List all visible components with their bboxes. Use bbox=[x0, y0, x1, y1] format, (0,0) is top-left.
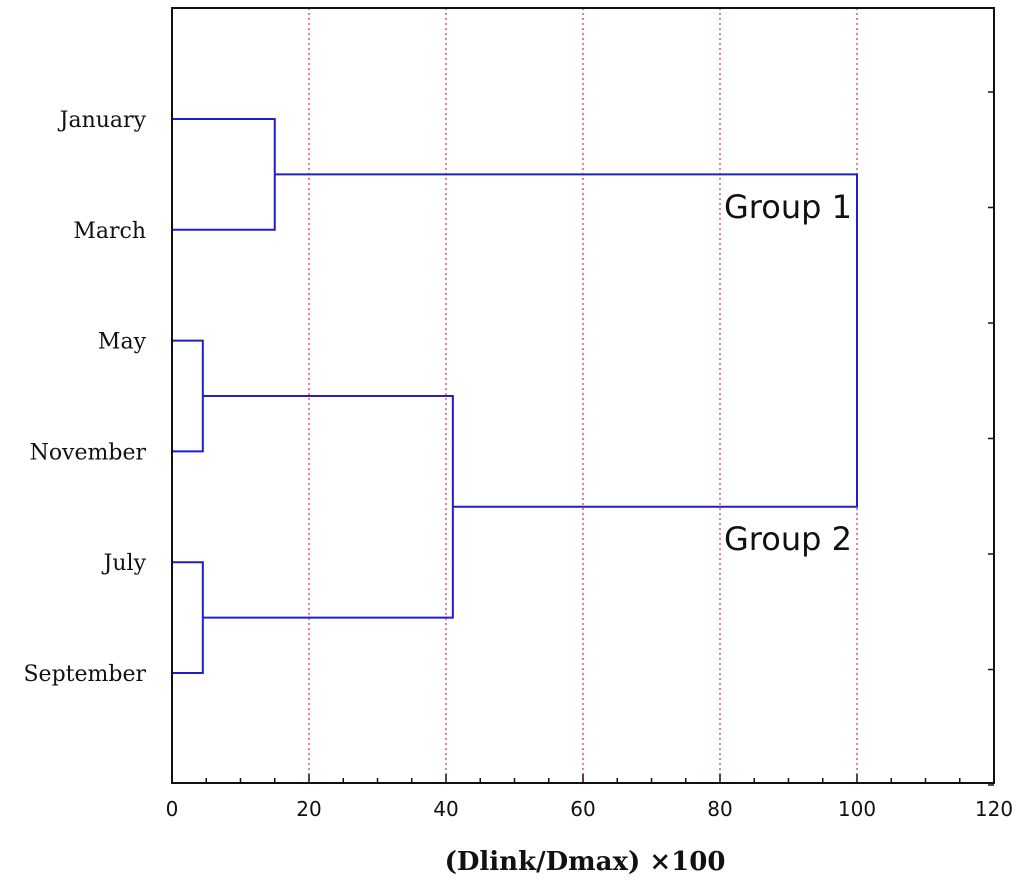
x-tick-label-60: 60 bbox=[570, 797, 595, 821]
dendrogram-link-3 bbox=[172, 561, 204, 674]
leaf-label-july: July bbox=[102, 551, 147, 576]
group-1-label: Group 1 bbox=[724, 188, 852, 226]
dendrogram-link-4 bbox=[202, 395, 454, 619]
x-tick-label-20: 20 bbox=[296, 797, 321, 821]
leaf-labels: January March May November July September bbox=[23, 108, 146, 687]
group-2-label: Group 2 bbox=[724, 520, 852, 558]
dendrogram-link-2 bbox=[172, 339, 204, 453]
leaf-label-january: January bbox=[58, 108, 147, 133]
x-axis-label: (Dlink/Dmax) ×100 bbox=[445, 847, 726, 877]
dendrogram-links bbox=[172, 118, 858, 674]
x-tick-labels: 0 20 40 60 80 100 120 bbox=[166, 797, 1013, 821]
x-tick-label-40: 40 bbox=[433, 797, 458, 821]
x-tick-label-80: 80 bbox=[707, 797, 732, 821]
leaf-label-november: November bbox=[30, 440, 147, 465]
dendrogram-link-5 bbox=[274, 173, 858, 508]
x-tick-label-0: 0 bbox=[166, 797, 179, 821]
axis-ticks bbox=[171, 91, 995, 786]
leaf-label-march: March bbox=[73, 219, 146, 244]
x-tick-label-120: 120 bbox=[975, 797, 1013, 821]
grid-lines bbox=[308, 8, 858, 783]
dendrogram-link-1 bbox=[172, 118, 276, 231]
leaf-label-may: May bbox=[98, 330, 147, 355]
x-tick-label-100: 100 bbox=[838, 797, 876, 821]
leaf-label-september: September bbox=[23, 662, 146, 687]
